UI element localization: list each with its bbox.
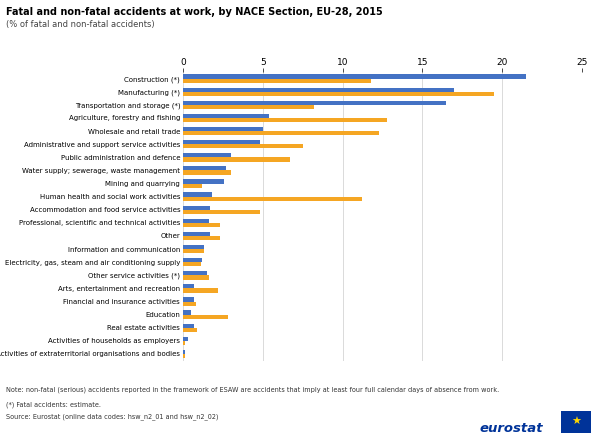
Bar [183, 157, 290, 162]
Bar [183, 118, 387, 122]
Bar [183, 323, 194, 328]
Bar [183, 101, 446, 105]
Bar [183, 236, 220, 240]
Bar [183, 262, 200, 267]
Bar [183, 131, 379, 135]
Bar [183, 310, 191, 315]
Bar [183, 127, 263, 131]
Bar [183, 258, 202, 262]
Bar [183, 232, 210, 236]
Bar [183, 336, 188, 341]
Bar [183, 144, 303, 149]
Bar [183, 205, 210, 210]
Bar [183, 179, 224, 184]
Text: eurostat: eurostat [480, 422, 544, 435]
Text: Note: non-fatal (serious) accidents reported in the framework of ESAW are accide: Note: non-fatal (serious) accidents repo… [6, 387, 499, 393]
Bar [183, 153, 231, 157]
Bar [183, 105, 314, 109]
Bar [183, 341, 185, 345]
Bar [183, 315, 227, 319]
Bar [183, 245, 204, 249]
Bar [183, 166, 226, 170]
Bar [183, 192, 212, 197]
Bar [183, 223, 220, 227]
Bar [183, 302, 196, 306]
Bar [183, 92, 494, 96]
Bar [183, 275, 209, 280]
Bar [183, 79, 371, 83]
Bar [183, 271, 207, 275]
Bar [183, 354, 185, 358]
Bar [183, 288, 218, 293]
Bar [183, 140, 260, 144]
Text: (% of fatal and non-fatal accidents): (% of fatal and non-fatal accidents) [6, 20, 155, 29]
Bar [183, 184, 202, 188]
Bar [183, 249, 204, 253]
Bar [183, 87, 454, 92]
Bar [183, 350, 185, 354]
Text: (*) Fatal accidents: estimate.: (*) Fatal accidents: estimate. [6, 401, 101, 408]
Bar [183, 218, 209, 223]
Bar [183, 284, 194, 288]
Bar [183, 170, 231, 175]
Bar [183, 74, 526, 79]
Bar [183, 328, 197, 332]
Bar [183, 197, 362, 201]
Text: Fatal and non-fatal accidents at work, by NACE Section, EU-28, 2015: Fatal and non-fatal accidents at work, b… [6, 7, 383, 17]
Text: Source: Eurostat (online data codes: hsw_n2_01 and hsw_n2_02): Source: Eurostat (online data codes: hsw… [6, 413, 218, 420]
Text: ★: ★ [571, 417, 581, 427]
Bar [183, 114, 269, 118]
Bar [183, 297, 194, 302]
Bar [183, 210, 260, 214]
